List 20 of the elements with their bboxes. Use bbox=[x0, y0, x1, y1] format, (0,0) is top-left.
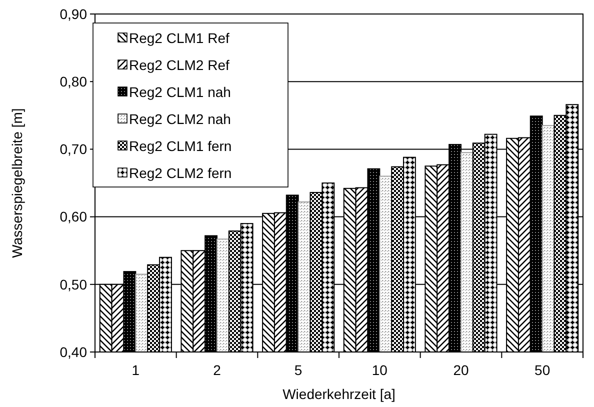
y-tick-label: 0,60 bbox=[60, 208, 88, 225]
y-tick-label: 0,50 bbox=[60, 276, 88, 292]
y-tick-label: 0,90 bbox=[60, 6, 88, 22]
y-tick-label: 0,70 bbox=[60, 141, 88, 158]
legend-label: Reg2 CLM2 fern bbox=[129, 164, 232, 181]
legend-label: Reg2 CLM1 Ref bbox=[129, 30, 230, 46]
x-tick-label: 5 bbox=[294, 362, 302, 378]
x-tick-label: 1 bbox=[132, 362, 140, 378]
y-tick-label: 0,40 bbox=[60, 344, 88, 360]
y-tick-label: 0,80 bbox=[60, 74, 88, 90]
x-tick-label: 20 bbox=[453, 362, 469, 378]
x-tick-label: 50 bbox=[534, 362, 550, 378]
y-axis-title: Wasserspiegelbreite [m] bbox=[9, 108, 25, 258]
legend-label: Reg2 CLM1 fern bbox=[129, 138, 232, 154]
legend-label: Reg2 CLM2 nah bbox=[129, 110, 231, 127]
legend-label: Reg2 CLM1 nah bbox=[129, 84, 231, 100]
legend-label: Reg2 CLM2 Ref bbox=[129, 56, 230, 73]
x-tick-label: 10 bbox=[372, 362, 388, 378]
x-tick-label: 2 bbox=[213, 362, 222, 378]
x-axis-title: Wiederkehrzeit [a] bbox=[282, 386, 396, 402]
